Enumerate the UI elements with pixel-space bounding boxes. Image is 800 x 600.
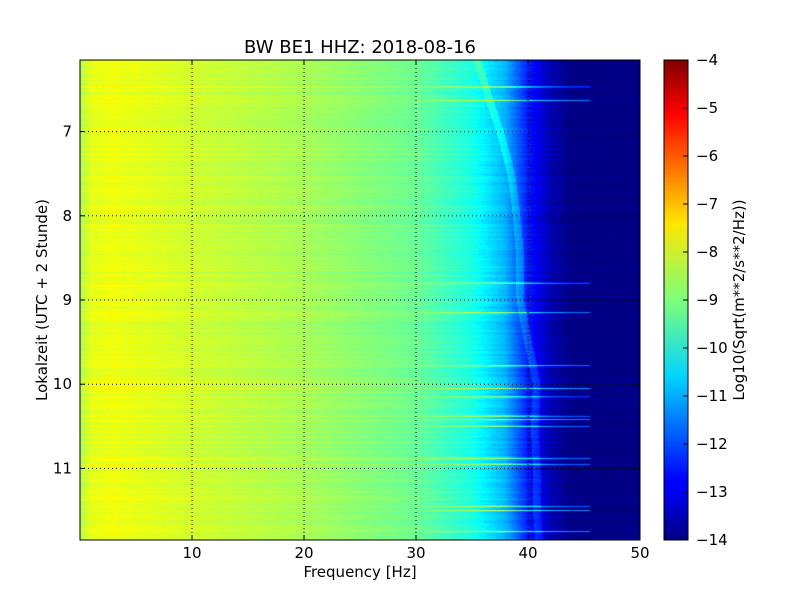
colorbar-tick-label: −13	[696, 483, 728, 501]
y-axis-label: Lokalzeit (UTC + 2 Stunde)	[33, 199, 51, 401]
colorbar-tick-label: −12	[696, 435, 728, 453]
colorbar-tick-label: −9	[696, 291, 718, 309]
colorbar-tick-label: −4	[696, 51, 718, 69]
y-tick-label: 9	[62, 291, 72, 309]
chart-title: BW BE1 HHZ: 2018-08-16	[244, 37, 476, 58]
spectrogram-plot	[80, 60, 640, 540]
x-tick-label: 40	[518, 544, 537, 562]
colorbar-label: Log10(Sqrt(m**2/s**2/Hz))	[730, 199, 748, 400]
colorbar-tick-label: −14	[696, 531, 728, 549]
colorbar-tick-label: −7	[696, 195, 718, 213]
colorbar-tick-label: −11	[696, 387, 728, 405]
colorbar-tick-label: −5	[696, 99, 718, 117]
x-tick-label: 20	[294, 544, 313, 562]
colorbar-tick-label: −10	[696, 339, 728, 357]
y-axis: 7 8 9 10 11	[53, 123, 640, 477]
colorbar-ticks: −4 −5 −6 −7 −8 −9 −10 −11 −12 −13 −14	[683, 51, 728, 549]
y-tick-label: 11	[53, 459, 72, 477]
x-tick-label: 30	[406, 544, 425, 562]
colorbar-tick-label: −6	[696, 147, 718, 165]
x-axis: 10 20 30 40 50	[182, 60, 650, 562]
x-tick-label: 50	[630, 544, 649, 562]
colorbar-tick-label: −8	[696, 243, 718, 261]
y-tick-label: 8	[62, 207, 72, 225]
x-axis-label: Frequency [Hz]	[303, 563, 416, 581]
x-tick-label: 10	[182, 544, 201, 562]
y-tick-label: 7	[62, 123, 72, 141]
y-tick-label: 10	[53, 375, 72, 393]
grid-lines	[80, 60, 640, 540]
